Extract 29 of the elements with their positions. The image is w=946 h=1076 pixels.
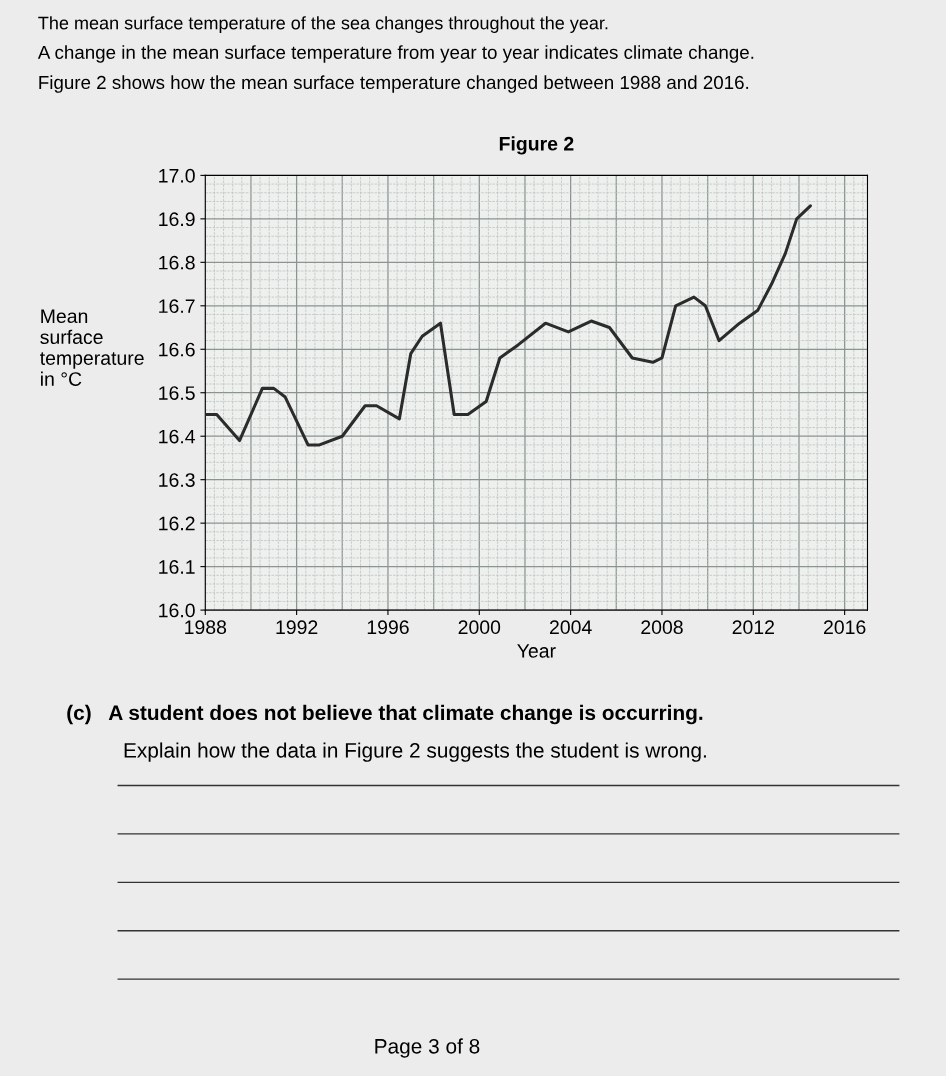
- y-tick-label: 16.9: [159, 212, 195, 227]
- line-series: [205, 204, 812, 447]
- chart-title: Figure 2: [499, 136, 574, 155]
- y-tick-label: 16.4: [159, 429, 195, 444]
- y-tick-label: 17.0: [159, 168, 195, 183]
- x-tick-label: 2016: [824, 620, 866, 635]
- y-tick-label: 16.2: [159, 516, 195, 531]
- x-tick-label: 2000: [458, 620, 501, 635]
- x-tick-label: 1988: [185, 620, 227, 635]
- y-tick-label: 16.0: [159, 603, 195, 618]
- y-axis-title: Mean surface temperature in °C: [40, 309, 144, 386]
- y-tick-label: 16.3: [159, 473, 195, 487]
- x-tick-label: 1992: [276, 620, 318, 635]
- x-tick-label: 2012: [732, 620, 774, 635]
- text: (c) A student does not believe that climate change is occurring.: [67, 704, 703, 725]
- caption: Figure 2 shows how the mean surface temperature changed between 1988 and 2016.: [39, 75, 749, 93]
- y-tick-label: 16.1: [159, 560, 195, 574]
- text: A change in the mean surface temperature from year to year indicates climate change.: [37, 45, 754, 63]
- y-tick-label: 16.6: [159, 342, 195, 357]
- x-tick-label: 1996: [367, 620, 409, 635]
- y-tick-label: 16.8: [159, 255, 195, 270]
- y-tick-label: 16.7: [159, 299, 195, 314]
- x-tick-label: 2008: [641, 620, 683, 635]
- y-tick-label: 16.5: [159, 386, 195, 400]
- x-tick-label: 2004: [549, 620, 592, 635]
- x-axis-title: Year: [517, 644, 556, 658]
- text: Page 3 of 8: [375, 1038, 480, 1058]
- text: The mean surface temperature of the sea changes throughout the year.: [38, 16, 608, 33]
- text: Explain how the data in Figure 2 suggests the student is wrong.: [124, 742, 706, 762]
